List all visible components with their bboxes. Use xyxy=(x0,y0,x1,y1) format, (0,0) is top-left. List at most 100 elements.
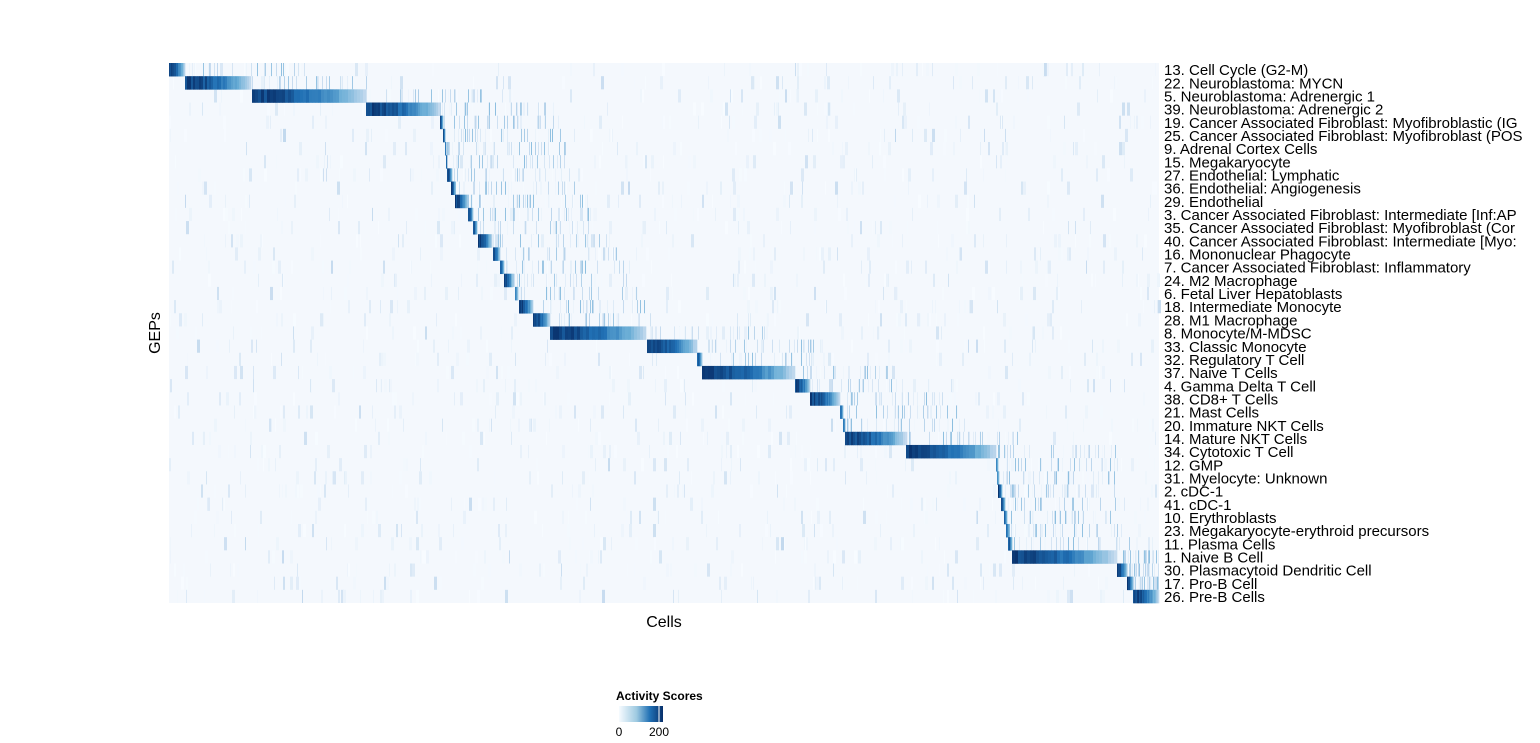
heatmap-cell xyxy=(1022,576,1023,590)
heatmap-cell xyxy=(663,155,664,169)
heatmap-block-cell xyxy=(798,379,800,393)
heatmap-cell xyxy=(1136,115,1138,129)
heatmap-cell xyxy=(726,444,727,459)
heatmap-cell xyxy=(272,260,275,274)
heatmap-cell xyxy=(522,247,523,261)
heatmap-cell xyxy=(1056,537,1057,551)
heatmap-cell xyxy=(1031,537,1032,551)
heatmap-block-cell xyxy=(1054,550,1058,564)
heatmap-cell xyxy=(1047,63,1049,77)
heatmap-cell xyxy=(1139,550,1140,564)
heatmap-cell xyxy=(641,234,643,248)
heatmap-cell xyxy=(529,247,530,261)
heatmap-cell xyxy=(1046,484,1047,498)
heatmap-cell xyxy=(860,365,861,380)
heatmap-cell xyxy=(194,510,197,524)
heatmap-cell xyxy=(979,89,980,103)
heatmap-cell xyxy=(402,89,403,103)
heatmap-cell xyxy=(1028,207,1030,222)
heatmap-cell xyxy=(511,102,512,116)
heatmap-block-cell xyxy=(1075,550,1079,564)
heatmap-cell xyxy=(824,76,826,90)
heatmap-cell xyxy=(610,313,611,327)
heatmap-cell xyxy=(1122,102,1125,116)
heatmap-cell xyxy=(396,523,398,538)
heatmap-cell xyxy=(325,352,326,366)
heatmap-cell xyxy=(1012,484,1013,498)
heatmap-cell xyxy=(588,207,589,222)
heatmap-cell xyxy=(556,234,557,248)
heatmap-cell xyxy=(340,155,343,169)
heatmap-cell xyxy=(839,313,842,327)
heatmap-cell xyxy=(814,207,817,222)
heatmap-cell xyxy=(1087,537,1088,551)
heatmap-cell xyxy=(516,392,519,406)
heatmap-cell xyxy=(245,418,246,432)
heatmap-cell xyxy=(503,76,504,90)
heatmap-cell xyxy=(1135,576,1136,590)
heatmap-cell xyxy=(284,76,285,90)
heatmap-cell xyxy=(1035,576,1036,590)
heatmap-cell xyxy=(564,247,565,261)
heatmap-cell xyxy=(422,550,425,564)
heatmap-cell xyxy=(591,273,592,287)
heatmap-cell xyxy=(1079,76,1081,90)
heatmap-cell xyxy=(246,63,247,77)
heatmap-cell xyxy=(525,247,526,261)
heatmap-cell xyxy=(596,286,597,301)
heatmap-cell xyxy=(342,76,343,90)
heatmap-block-cell xyxy=(840,405,842,419)
heatmap-cell xyxy=(944,128,947,143)
heatmap-cell xyxy=(232,207,235,222)
heatmap-block-cell xyxy=(1137,589,1139,604)
heatmap-cell xyxy=(599,155,601,169)
heatmap-cell xyxy=(260,234,262,248)
heatmap-cell xyxy=(1034,247,1036,261)
heatmap-cell xyxy=(416,510,418,524)
heatmap-cell xyxy=(874,537,877,551)
heatmap-cell xyxy=(593,234,594,248)
heatmap-cell xyxy=(293,313,296,327)
heatmap-cell xyxy=(954,392,956,406)
heatmap-cell xyxy=(1070,589,1073,603)
heatmap-cell xyxy=(875,510,878,524)
heatmap-cell xyxy=(519,142,520,156)
heatmap-cell xyxy=(748,286,750,301)
heatmap-cell xyxy=(442,102,443,116)
heatmap-cell xyxy=(1058,247,1061,261)
heatmap-cell xyxy=(514,379,516,393)
heatmap-cell xyxy=(1144,576,1145,590)
heatmap-cell xyxy=(1044,471,1046,485)
heatmap-cell xyxy=(490,207,491,222)
heatmap-block-cell xyxy=(1140,589,1142,604)
heatmap-cell xyxy=(1030,497,1032,511)
heatmap-cell xyxy=(381,379,382,393)
heatmap-cell xyxy=(170,537,171,551)
heatmap-cell xyxy=(1144,510,1146,524)
heatmap-cell xyxy=(797,89,799,103)
heatmap-cell xyxy=(1103,234,1106,248)
heatmap-block-cell xyxy=(1125,563,1127,577)
heatmap-cell xyxy=(488,563,491,577)
heatmap-cell xyxy=(298,63,299,77)
heatmap-cell xyxy=(886,418,887,432)
heatmap-cell xyxy=(730,471,731,485)
heatmap-cell xyxy=(257,63,258,77)
heatmap-cell xyxy=(429,471,432,485)
heatmap-cell xyxy=(650,326,651,340)
row-label: 2. cDC-1 xyxy=(1164,484,1223,501)
row-label: 12. GMP xyxy=(1164,457,1223,474)
heatmap-cell xyxy=(1073,471,1074,485)
heatmap-cell xyxy=(731,352,734,366)
heatmap-block-cell xyxy=(663,339,666,354)
heatmap-cell xyxy=(558,207,560,222)
heatmap-cell xyxy=(576,234,577,248)
row-label: 40. Cancer Associated Fibroblast: Interm… xyxy=(1164,233,1517,250)
row-label: 32. Regulatory T Cell xyxy=(1164,352,1304,369)
heatmap-cell xyxy=(493,523,494,538)
heatmap-cell xyxy=(247,365,248,380)
heatmap-cell xyxy=(987,458,990,472)
heatmap-cell xyxy=(662,194,664,208)
heatmap-cell xyxy=(1130,115,1131,129)
heatmap-cell xyxy=(1083,418,1084,432)
